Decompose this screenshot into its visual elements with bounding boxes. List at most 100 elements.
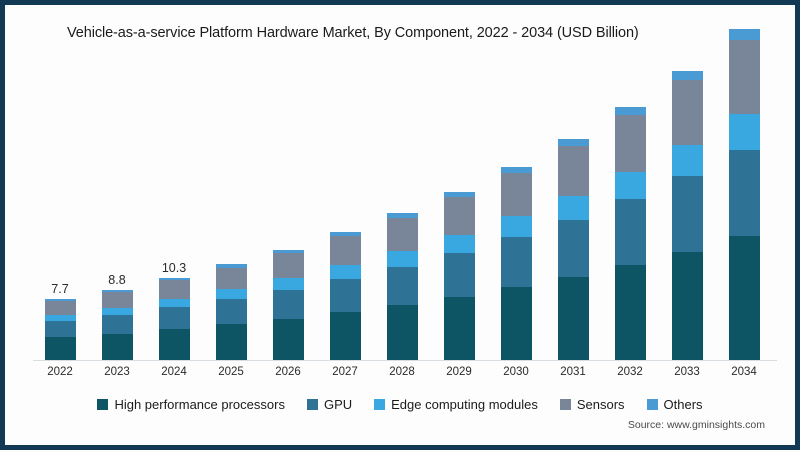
bar-segment-sensors[interactable] (729, 40, 760, 115)
bar-segment-high-performance-processors[interactable] (45, 336, 76, 360)
bar-segment-sensors[interactable] (615, 115, 646, 172)
bar-segment-others[interactable] (330, 232, 361, 237)
x-axis-label-2029: 2029 (446, 366, 472, 378)
bar-segment-edge-computing-modules[interactable] (102, 308, 133, 316)
bar-segment-high-performance-processors[interactable] (216, 324, 247, 360)
x-axis-label-2033: 2033 (674, 366, 700, 378)
chart-legend: High performance processors GPU Edge compu… (5, 397, 795, 412)
bar-segment-others[interactable] (216, 264, 247, 268)
bar-segment-gpu[interactable] (444, 253, 475, 298)
bar-segment-gpu[interactable] (729, 150, 760, 237)
bar-segment-sensors[interactable] (102, 292, 133, 309)
x-axis-label-2022: 2022 (47, 366, 73, 378)
stacked-bar[interactable] (444, 191, 475, 360)
bar-segment-high-performance-processors[interactable] (102, 333, 133, 360)
stacked-bar[interactable] (159, 277, 190, 360)
legend-item-others[interactable]: Others (646, 397, 703, 412)
legend-item-high-performance-processors[interactable]: High performance processors (97, 397, 285, 412)
x-axis-label-2031: 2031 (560, 366, 586, 378)
bar-segment-others[interactable] (672, 70, 703, 81)
bar-segment-high-performance-processors[interactable] (444, 297, 475, 360)
bar-segment-sensors[interactable] (558, 146, 589, 196)
bar-segment-others[interactable] (159, 277, 190, 281)
x-axis-label-2025: 2025 (218, 366, 244, 378)
bar-segment-sensors[interactable] (444, 197, 475, 235)
bar-segment-gpu[interactable] (159, 307, 190, 329)
bar-segment-edge-computing-modules[interactable] (444, 234, 475, 254)
bar-segment-high-performance-processors[interactable] (729, 236, 760, 360)
stacked-bar[interactable] (102, 289, 133, 360)
bar-segment-others[interactable] (729, 29, 760, 41)
bar-segment-sensors[interactable] (501, 173, 532, 217)
bar-value-label-2023: 8.8 (108, 272, 126, 287)
bar-segment-high-performance-processors[interactable] (159, 328, 190, 360)
x-axis-label-2027: 2027 (332, 366, 358, 378)
bar-segment-edge-computing-modules[interactable] (159, 298, 190, 308)
bar-segment-edge-computing-modules[interactable] (501, 216, 532, 238)
bar-segment-sensors[interactable] (387, 218, 418, 251)
plot-area (33, 29, 775, 360)
bar-segment-gpu[interactable] (273, 289, 304, 319)
legend-label: Others (663, 397, 703, 412)
source-attribution: Source: www.gminsights.com (627, 419, 765, 431)
bar-segment-sensors[interactable] (273, 253, 304, 278)
stacked-bar[interactable] (330, 232, 361, 360)
bar-segment-edge-computing-modules[interactable] (216, 289, 247, 300)
bar-segment-edge-computing-modules[interactable] (672, 144, 703, 176)
bar-segment-high-performance-processors[interactable] (387, 304, 418, 360)
bar-segment-edge-computing-modules[interactable] (387, 250, 418, 267)
bar-segment-others[interactable] (273, 249, 304, 254)
bar-segment-others[interactable] (615, 107, 646, 116)
bar-segment-edge-computing-modules[interactable] (273, 277, 304, 290)
bar-segment-edge-computing-modules[interactable] (558, 195, 589, 220)
bar-group-2032 (604, 53, 656, 360)
bar-segment-gpu[interactable] (45, 320, 76, 337)
bar-segment-gpu[interactable] (501, 237, 532, 288)
bar-segment-gpu[interactable] (615, 198, 646, 266)
stacked-bar[interactable] (729, 29, 760, 360)
legend-item-sensors[interactable]: Sensors (559, 397, 625, 412)
bar-segment-high-performance-processors[interactable] (558, 277, 589, 360)
bar-segment-others[interactable] (444, 191, 475, 198)
bar-segment-high-performance-processors[interactable] (330, 312, 361, 360)
bar-segment-edge-computing-modules[interactable] (729, 114, 760, 151)
bar-segment-edge-computing-modules[interactable] (330, 265, 361, 279)
bar-segment-sensors[interactable] (672, 80, 703, 145)
stacked-bar[interactable] (672, 70, 703, 360)
bar-segment-gpu[interactable] (102, 315, 133, 334)
legend-item-edge-computing-modules[interactable]: Edge computing modules (374, 397, 538, 412)
bar-segment-gpu[interactable] (216, 299, 247, 325)
stacked-bar[interactable] (558, 139, 589, 360)
bar-segment-gpu[interactable] (558, 219, 589, 278)
bar-segment-gpu[interactable] (387, 266, 418, 305)
bar-segment-others[interactable] (102, 289, 133, 293)
bar-segment-others[interactable] (45, 298, 76, 302)
bar-segment-high-performance-processors[interactable] (501, 287, 532, 360)
stacked-bar[interactable] (273, 249, 304, 360)
bar-segment-sensors[interactable] (45, 301, 76, 315)
bar-segment-high-performance-processors[interactable] (615, 265, 646, 360)
bar-segment-sensors[interactable] (330, 236, 361, 266)
bar-segment-others[interactable] (558, 139, 589, 147)
bar-segment-sensors[interactable] (216, 267, 247, 290)
bar-segment-others[interactable] (501, 167, 532, 174)
stacked-bar[interactable] (615, 107, 646, 360)
bar-segment-edge-computing-modules[interactable] (45, 314, 76, 321)
legend-item-gpu[interactable]: GPU (306, 397, 353, 412)
legend-label: GPU (323, 397, 353, 412)
bar-group-2025 (205, 53, 257, 360)
bar-group-2034 (718, 29, 770, 360)
stacked-bar[interactable] (45, 298, 76, 360)
x-axis-label-2026: 2026 (275, 366, 301, 378)
bar-segment-edge-computing-modules[interactable] (615, 171, 646, 199)
bar-segment-others[interactable] (387, 213, 418, 219)
legend-label: Sensors (576, 397, 625, 412)
stacked-bar[interactable] (501, 167, 532, 360)
bar-segment-sensors[interactable] (159, 280, 190, 299)
stacked-bar[interactable] (216, 264, 247, 360)
bar-segment-gpu[interactable] (330, 278, 361, 313)
stacked-bar[interactable] (387, 213, 418, 360)
bar-segment-high-performance-processors[interactable] (672, 251, 703, 360)
bar-segment-gpu[interactable] (672, 175, 703, 252)
bar-segment-high-performance-processors[interactable] (273, 318, 304, 360)
